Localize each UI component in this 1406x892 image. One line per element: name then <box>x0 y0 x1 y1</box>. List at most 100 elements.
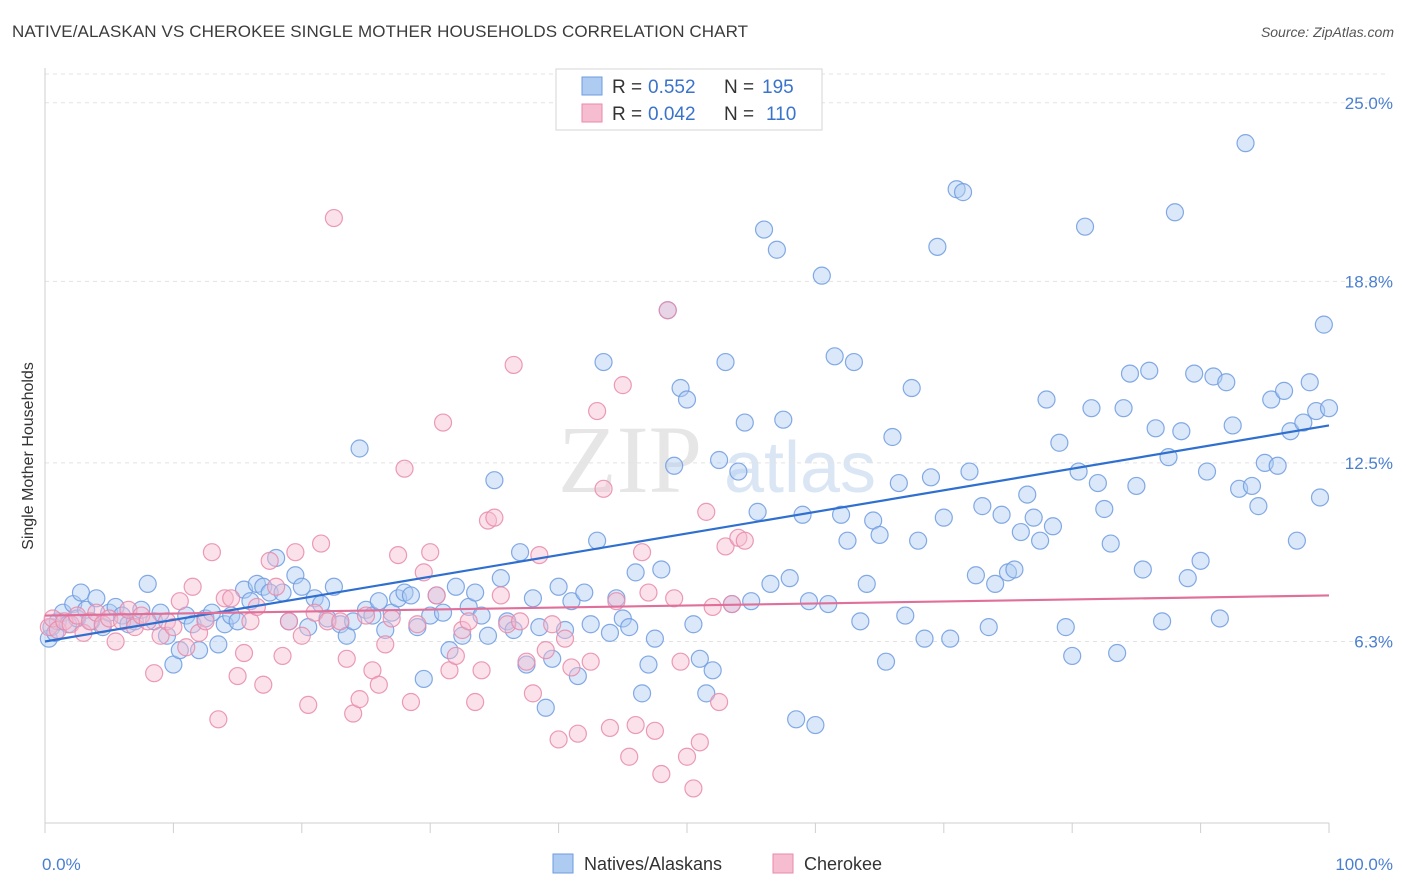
cherokee-point-60 <box>421 543 440 562</box>
natives-point-180 <box>1172 422 1191 441</box>
cherokee-point-53 <box>376 635 395 654</box>
natives-point-171 <box>1114 399 1133 418</box>
cherokee-point-70 <box>485 508 504 527</box>
natives-point-161 <box>1050 433 1069 452</box>
cherokee-point-103 <box>697 502 716 521</box>
natives-point-204 <box>1319 399 1339 418</box>
natives-point-77 <box>510 543 530 562</box>
cherokee-point-45 <box>324 208 343 228</box>
natives-point-195 <box>1268 456 1287 475</box>
cherokee-point-81 <box>555 629 575 648</box>
natives-point-135 <box>883 427 902 447</box>
cherokee-point-46 <box>331 612 350 631</box>
cherokee-point-96 <box>652 764 671 784</box>
natives-point-136 <box>889 473 908 493</box>
natives-point-194 <box>1262 390 1281 409</box>
cherokee-point-93 <box>632 543 652 562</box>
natives-point-94 <box>620 618 639 637</box>
cherokee-point-22 <box>177 638 196 657</box>
natives-point-131 <box>857 574 876 593</box>
cherokee-point-100 <box>677 747 697 766</box>
natives-point-147 <box>960 462 979 481</box>
natives-point-184 <box>1197 462 1217 481</box>
legend-r-label-cherokee: R = <box>612 104 642 125</box>
natives-point-203 <box>1314 315 1333 334</box>
natives-point-181 <box>1178 569 1197 588</box>
natives-point-163 <box>1063 646 1082 666</box>
cherokee-point-98 <box>665 589 684 608</box>
cherokee-point-23 <box>183 577 202 596</box>
natives-point-91 <box>600 623 620 642</box>
cherokee-point-97 <box>658 301 677 320</box>
natives-point-173 <box>1127 476 1146 496</box>
cherokee-point-77 <box>530 545 549 565</box>
cherokee-point-106 <box>716 537 735 556</box>
natives-point-109 <box>716 352 735 372</box>
natives-point-177 <box>1152 612 1172 631</box>
cherokee-point-21 <box>170 592 189 611</box>
cherokee-point-68 <box>472 661 491 680</box>
bottom-legend-label-natives: Natives/Alaskans <box>584 854 722 874</box>
natives-point-88 <box>581 615 600 634</box>
natives-point-162 <box>1056 618 1075 637</box>
natives-point-198 <box>1287 531 1307 550</box>
natives-point-85 <box>562 592 581 611</box>
natives-point-202 <box>1310 488 1330 507</box>
cherokee-point-58 <box>408 615 427 634</box>
natives-point-188 <box>1223 416 1242 435</box>
natives-point-191 <box>1242 476 1262 496</box>
natives-point-168 <box>1095 499 1114 519</box>
natives-point-96 <box>632 684 652 703</box>
natives-point-70 <box>466 583 485 602</box>
natives-point-43 <box>292 577 311 596</box>
cherokee-point-38 <box>279 612 299 631</box>
natives-point-149 <box>973 497 992 516</box>
cherokee-point-61 <box>427 586 446 605</box>
natives-point-87 <box>575 583 594 602</box>
natives-point-111 <box>729 462 748 481</box>
natives-point-148 <box>966 566 986 585</box>
natives-point-65 <box>433 603 453 622</box>
natives-point-113 <box>742 592 761 611</box>
cherokee-trend-line <box>44 594 1330 617</box>
natives-point-73 <box>485 471 504 490</box>
cherokee-point-24 <box>189 623 209 642</box>
natives-point-101 <box>665 456 684 475</box>
cherokee-point-75 <box>517 652 536 671</box>
y-tick-label-3: 25.0% <box>1345 94 1393 113</box>
x-tick-labels: 0.0% 100.0% <box>42 855 1393 874</box>
natives-point-42 <box>286 566 305 585</box>
cherokee-point-86 <box>588 401 607 421</box>
legend-r-label-natives: R = <box>612 77 642 98</box>
cherokee-point-62 <box>433 413 453 432</box>
natives-point-74 <box>491 569 510 588</box>
natives-point-199 <box>1294 413 1313 432</box>
natives-point-167 <box>1088 473 1107 493</box>
natives-point-108 <box>709 450 729 470</box>
natives-point-8 <box>71 583 91 602</box>
cherokee-point-91 <box>620 747 639 766</box>
natives-point-151 <box>986 574 1005 593</box>
legend-n-label-cherokee: N = <box>724 104 754 125</box>
y-tick-label-2: 18.8% <box>1345 272 1393 291</box>
natives-point-127 <box>831 505 851 524</box>
natives-point-81 <box>536 698 555 717</box>
cherokee-point-55 <box>389 545 408 565</box>
natives-point-166 <box>1082 399 1101 418</box>
natives-point-114 <box>748 502 767 521</box>
x-tick-label-1: 100.0% <box>1335 855 1393 874</box>
cherokee-point-67 <box>466 692 485 712</box>
natives-point-155 <box>1011 522 1030 542</box>
cherokee-point-66 <box>459 612 478 631</box>
natives-point-30 <box>209 635 228 654</box>
cherokee-point-78 <box>536 641 555 660</box>
cherokee-point-31 <box>234 643 254 663</box>
bottom-legend: Natives/Alaskans Cherokee <box>552 853 882 874</box>
cherokee-point-44 <box>318 612 337 631</box>
watermark-atlas: atlas <box>724 428 876 508</box>
natives-point-134 <box>876 652 896 671</box>
natives-point-98 <box>645 629 665 648</box>
cherokee-point-20 <box>164 618 183 637</box>
natives-point-137 <box>896 606 915 625</box>
legend-swatch-natives <box>581 76 603 96</box>
